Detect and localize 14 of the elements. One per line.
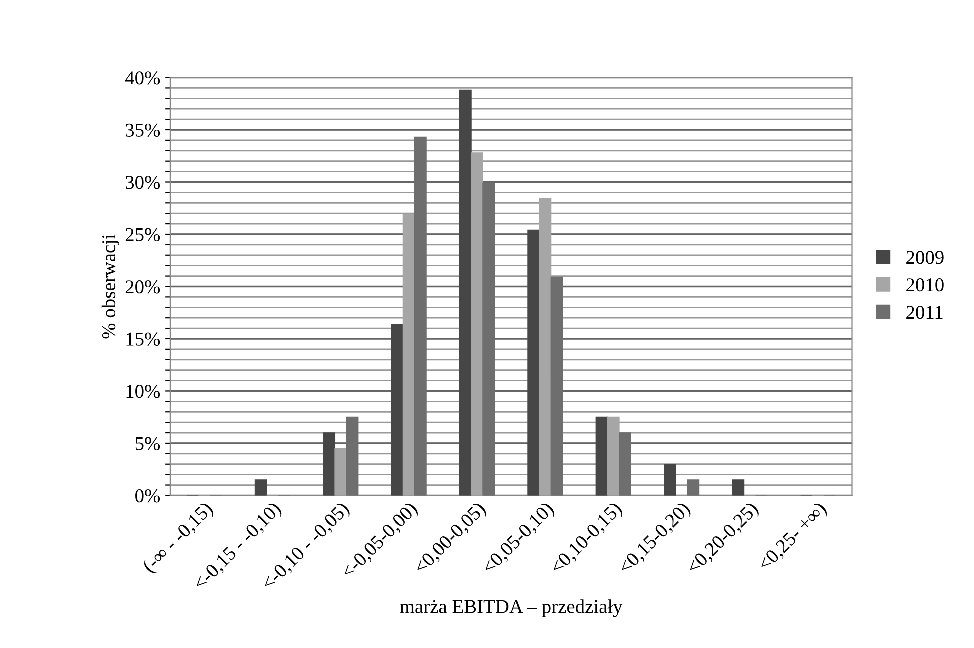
y-tick-label: 10%: [126, 385, 160, 398]
legend-label: 2009: [906, 251, 944, 264]
y-axis-title: % obserwacji: [102, 234, 120, 339]
x-axis-title: marża EBITDA – przedziały: [400, 600, 623, 618]
y-tick-label: 20%: [126, 280, 160, 294]
y-tick-label: 25%: [126, 228, 160, 242]
y-tick-label: 35%: [126, 124, 160, 138]
legend-label: 2011: [906, 306, 943, 320]
y-tick-label: 30%: [126, 176, 160, 190]
y-tick-label: 5%: [136, 437, 160, 450]
legend-label: 2010: [906, 278, 944, 292]
y-tick-label: 0%: [136, 490, 160, 503]
y-tick-label: 40%: [125, 72, 160, 85]
y-tick-label: 15%: [126, 332, 160, 346]
